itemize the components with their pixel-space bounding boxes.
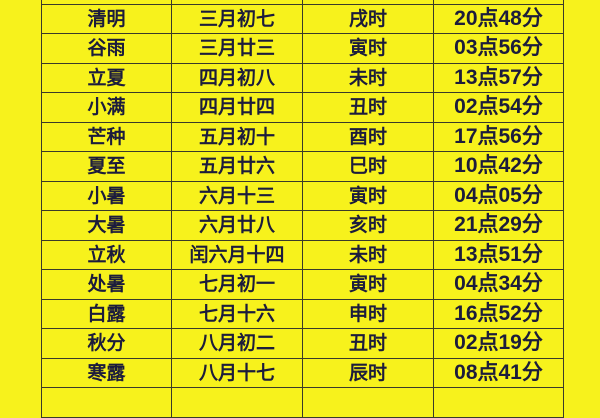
solar-term-cell: 处暑 bbox=[41, 269, 172, 300]
table-row: 立夏 四月初八 未时 13点57分 bbox=[41, 62, 564, 93]
time-cell: 02点54分 bbox=[433, 92, 564, 123]
table-row: 小满 四月廿四 丑时 02点54分 bbox=[41, 92, 564, 123]
table-row: 小暑 六月十三 寅时 04点05分 bbox=[41, 180, 564, 211]
lunar-date-cell: 八月十七 bbox=[171, 357, 303, 388]
lunar-date-cell: 八月初二 bbox=[171, 328, 303, 359]
table-row: 清明 三月初七 戌时 20点48分 bbox=[41, 3, 564, 34]
solar-terms-table: 清明 三月初七 戌时 20点48分 谷雨 三月廿三 寅时 03点56分 立夏 四月初八 未时 13点5… bbox=[41, 0, 564, 418]
solar-term-cell: 秋分 bbox=[41, 328, 172, 359]
lunar-date-cell: 闰六月十四 bbox=[171, 239, 303, 270]
solar-term-cell: 小满 bbox=[41, 92, 172, 123]
table-row: 寒露 八月十七 辰时 08点41分 bbox=[41, 357, 564, 388]
chinese-hour-cell: 寅时 bbox=[302, 269, 434, 300]
table-row: 芒种 五月初十 酉时 17点56分 bbox=[41, 121, 564, 152]
table-row: 谷雨 三月廿三 寅时 03点56分 bbox=[41, 33, 564, 64]
solar-term-cell: 夏至 bbox=[41, 151, 172, 182]
solar-term-cell: 小暑 bbox=[41, 180, 172, 211]
solar-term-cell: 清明 bbox=[41, 3, 172, 34]
lunar-date-cell: 五月初十 bbox=[171, 121, 303, 152]
chinese-hour-cell: 未时 bbox=[302, 239, 434, 270]
solar-term-cell: 立秋 bbox=[41, 239, 172, 270]
chinese-hour-cell: 酉时 bbox=[302, 121, 434, 152]
solar-term-cell: 寒露 bbox=[41, 357, 172, 388]
lunar-date-cell: 三月初七 bbox=[171, 3, 303, 34]
chinese-hour-cell: 申时 bbox=[302, 298, 434, 329]
table-row: 白露 七月十六 申时 16点52分 bbox=[41, 298, 564, 329]
lunar-date-cell: 七月初一 bbox=[171, 269, 303, 300]
time-cell: 02点19分 bbox=[433, 328, 564, 359]
solar-term-cell bbox=[41, 387, 172, 418]
chinese-hour-cell: 丑时 bbox=[302, 328, 434, 359]
time-cell: 21点29分 bbox=[433, 210, 564, 241]
table-row: 处暑 七月初一 寅时 04点34分 bbox=[41, 269, 564, 300]
solar-term-cell: 立夏 bbox=[41, 62, 172, 93]
chinese-hour-cell: 未时 bbox=[302, 62, 434, 93]
solar-term-cell: 芒种 bbox=[41, 121, 172, 152]
table-row: 夏至 五月廿六 巳时 10点42分 bbox=[41, 151, 564, 182]
table-row-partial bbox=[41, 387, 564, 418]
chinese-hour-cell bbox=[302, 387, 434, 418]
lunar-date-cell: 四月廿四 bbox=[171, 92, 303, 123]
solar-term-cell: 谷雨 bbox=[41, 33, 172, 64]
time-cell: 13点57分 bbox=[433, 62, 564, 93]
chinese-hour-cell: 巳时 bbox=[302, 151, 434, 182]
time-cell bbox=[433, 387, 564, 418]
chinese-hour-cell: 寅时 bbox=[302, 33, 434, 64]
lunar-date-cell: 六月廿八 bbox=[171, 210, 303, 241]
chinese-hour-cell: 辰时 bbox=[302, 357, 434, 388]
lunar-date-cell: 五月廿六 bbox=[171, 151, 303, 182]
table-row: 秋分 八月初二 丑时 02点19分 bbox=[41, 328, 564, 359]
time-cell: 08点41分 bbox=[433, 357, 564, 388]
time-cell: 03点56分 bbox=[433, 33, 564, 64]
solar-term-cell: 白露 bbox=[41, 298, 172, 329]
table-row: 大暑 六月廿八 亥时 21点29分 bbox=[41, 210, 564, 241]
time-cell: 13点51分 bbox=[433, 239, 564, 270]
lunar-date-cell bbox=[171, 387, 303, 418]
time-cell: 04点05分 bbox=[433, 180, 564, 211]
time-cell: 04点34分 bbox=[433, 269, 564, 300]
lunar-date-cell: 三月廿三 bbox=[171, 33, 303, 64]
time-cell: 20点48分 bbox=[433, 3, 564, 34]
chinese-hour-cell: 寅时 bbox=[302, 180, 434, 211]
solar-term-cell: 大暑 bbox=[41, 210, 172, 241]
time-cell: 17点56分 bbox=[433, 121, 564, 152]
lunar-date-cell: 六月十三 bbox=[171, 180, 303, 211]
table-row: 立秋 闰六月十四 未时 13点51分 bbox=[41, 239, 564, 270]
chinese-hour-cell: 戌时 bbox=[302, 3, 434, 34]
time-cell: 10点42分 bbox=[433, 151, 564, 182]
lunar-date-cell: 四月初八 bbox=[171, 62, 303, 93]
chinese-hour-cell: 亥时 bbox=[302, 210, 434, 241]
lunar-date-cell: 七月十六 bbox=[171, 298, 303, 329]
time-cell: 16点52分 bbox=[433, 298, 564, 329]
chinese-hour-cell: 丑时 bbox=[302, 92, 434, 123]
